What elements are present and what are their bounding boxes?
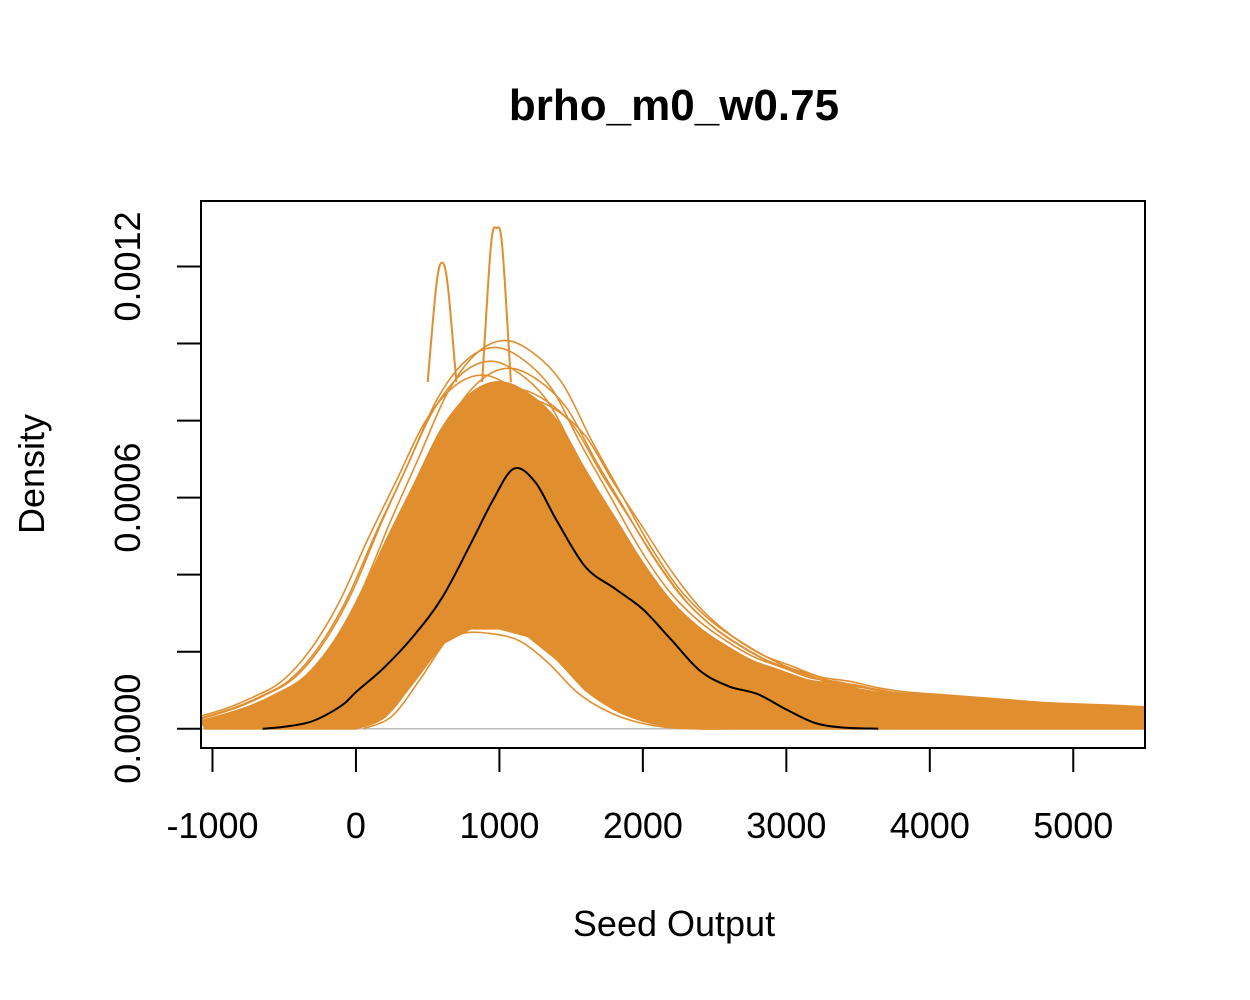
- simulated-curve-8: [229, 398, 1145, 723]
- simulated-curve-6: [201, 374, 1128, 717]
- y-tick-label: 0.0000: [107, 674, 148, 784]
- x-tick-label: 3000: [746, 805, 826, 846]
- simulated-density-band: [201, 380, 1145, 730]
- x-axis-label: Seed Output: [573, 903, 775, 944]
- observed-density-line: [262, 467, 879, 730]
- plot-marks: [201, 226, 1145, 730]
- x-tick-label: 4000: [890, 805, 970, 846]
- chart-title: brho_m0_w0.75: [509, 81, 839, 130]
- simulated-curve-7: [206, 339, 1145, 721]
- y-axis: 0.0000 0.0006 0.0012: [107, 211, 202, 784]
- x-tick-label: -1000: [166, 805, 258, 846]
- plot-frame: [200, 200, 1146, 749]
- x-tick-label: 1000: [459, 805, 539, 846]
- y-axis-label: Density: [11, 414, 52, 534]
- x-tick-label: 5000: [1033, 805, 1113, 846]
- simulated-lower-curve-3: [347, 631, 1137, 730]
- y-tick-label: 0.0006: [107, 443, 148, 553]
- simulated-spike-1: [426, 261, 458, 383]
- y-tick-label: 0.0012: [107, 211, 148, 321]
- simulated-spike-2: [481, 226, 512, 383]
- x-tick-label: 2000: [603, 805, 683, 846]
- x-tick-label: 0: [346, 805, 366, 846]
- x-axis: -1000 0 1000 2000 3000 4000 5000: [166, 747, 1113, 846]
